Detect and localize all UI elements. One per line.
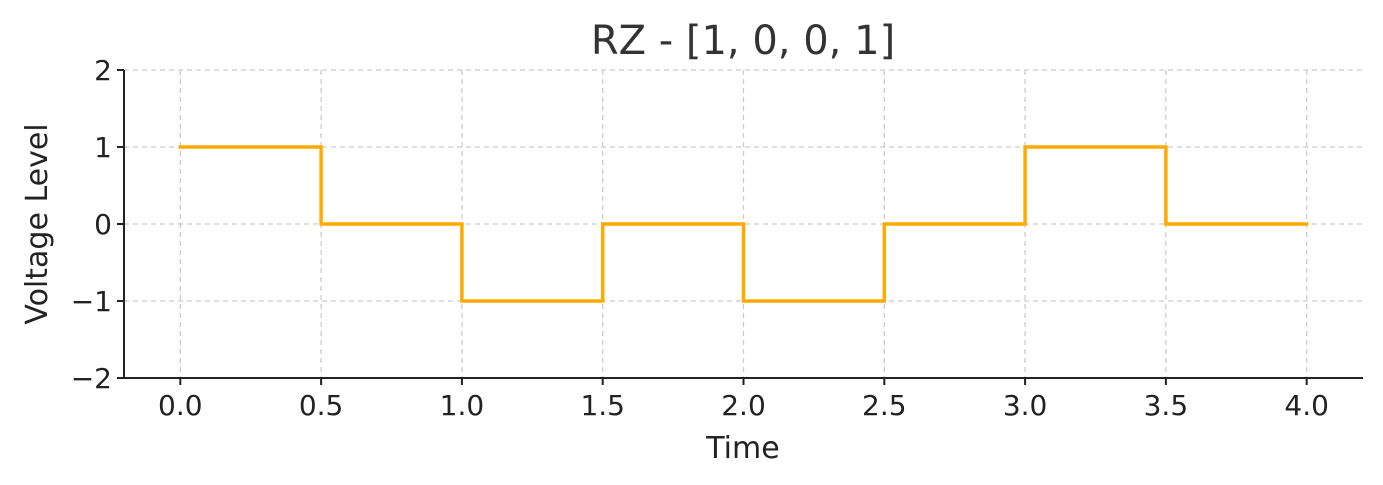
x-tick-label: 3.5 [1144, 389, 1189, 422]
y-tick-labels: −2 −1 0 1 2 [71, 54, 112, 395]
x-tick-label: 1.5 [580, 389, 625, 422]
x-tick-label: 1.0 [440, 389, 485, 422]
y-tick-label: 2 [94, 54, 112, 87]
x-tick-label: 0.0 [158, 389, 203, 422]
x-tick-labels: 0.0 0.5 1.0 1.5 2.0 2.5 3.0 3.5 4.0 [158, 389, 1329, 422]
x-tick-label: 2.0 [721, 389, 766, 422]
y-axis-label: Voltage Level [20, 123, 55, 324]
y-tick-label: −2 [71, 362, 112, 395]
rz-signal-line [178, 145, 1309, 303]
x-tick-label: 0.5 [299, 389, 344, 422]
chart-title: RZ - [1, 0, 0, 1] [591, 18, 895, 64]
y-tick-label: 0 [94, 208, 112, 241]
x-tick-label: 4.0 [1284, 389, 1329, 422]
y-tick-label: −1 [71, 285, 112, 318]
axes [117, 69, 1363, 385]
x-axis-label: Time [705, 431, 779, 466]
x-tick-label: 2.5 [862, 389, 907, 422]
x-tick-label: 3.0 [1003, 389, 1048, 422]
y-tick-label: 1 [94, 131, 112, 164]
plot-series [178, 145, 1309, 303]
